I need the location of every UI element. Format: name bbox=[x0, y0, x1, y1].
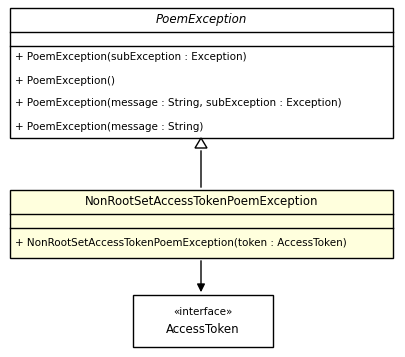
Text: PoemException: PoemException bbox=[156, 14, 247, 26]
Text: AccessToken: AccessToken bbox=[166, 323, 240, 336]
Text: NonRootSetAccessTokenPoemException: NonRootSetAccessTokenPoemException bbox=[85, 196, 318, 208]
Text: «interface»: «interface» bbox=[173, 307, 233, 317]
Bar bbox=[133, 295, 273, 347]
Text: + PoemException(message : String, subException : Exception): + PoemException(message : String, subExc… bbox=[15, 99, 342, 109]
Text: + PoemException(): + PoemException() bbox=[15, 75, 115, 85]
Polygon shape bbox=[195, 138, 207, 148]
Bar bbox=[10, 8, 393, 138]
Text: + NonRootSetAccessTokenPoemException(token : AccessToken): + NonRootSetAccessTokenPoemException(tok… bbox=[15, 238, 347, 248]
Text: + PoemException(subException : Exception): + PoemException(subException : Exception… bbox=[15, 52, 247, 62]
Text: + PoemException(message : String): + PoemException(message : String) bbox=[15, 121, 203, 131]
Bar bbox=[10, 190, 393, 258]
